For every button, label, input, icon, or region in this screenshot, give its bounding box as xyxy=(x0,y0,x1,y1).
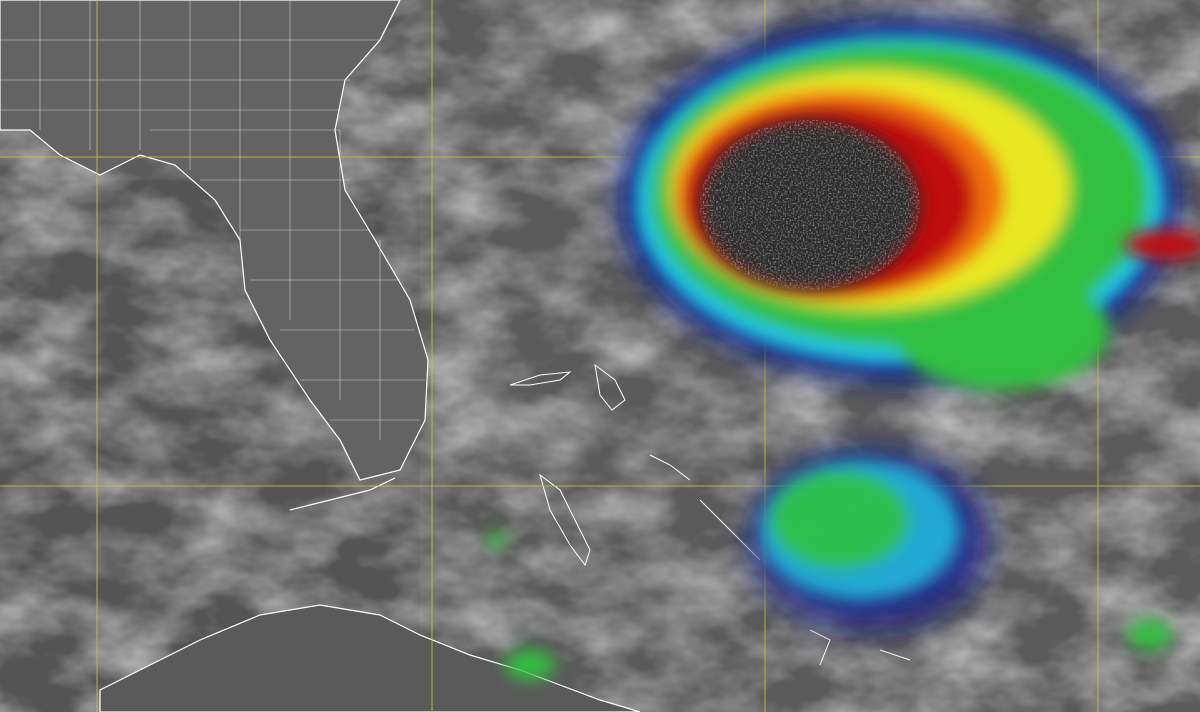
cuba xyxy=(99,604,641,712)
county-lines xyxy=(0,0,425,440)
outer-cells xyxy=(487,230,1200,680)
bahamas xyxy=(509,363,911,666)
keys xyxy=(289,477,396,511)
storm-system xyxy=(620,20,1180,630)
